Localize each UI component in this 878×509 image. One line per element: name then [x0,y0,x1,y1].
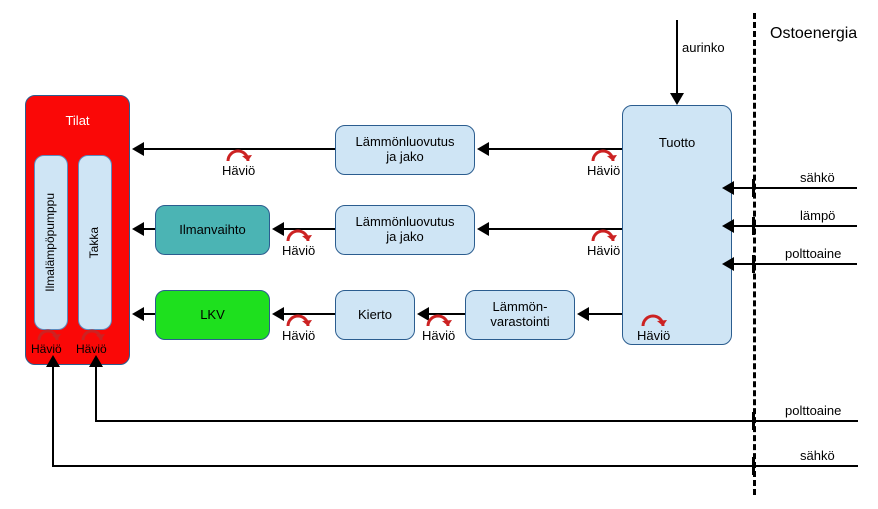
arrow-aurinko [676,20,678,95]
havio-6: Häviö [422,328,455,343]
arrow-lampo [732,225,857,227]
havio-4: Häviö [587,243,620,258]
arrow-sahko2-v [52,365,54,467]
arr-lkv-tilat-h [132,307,144,321]
loss-icon-6 [425,312,455,329]
loss-icon-ilp [36,327,64,343]
arrow-aurinko-head [670,93,684,105]
arr-t-r1-h [477,142,489,156]
sahko1-label: sähkö [800,170,835,185]
varastointi-label: Lämmön- varastointi [490,300,549,330]
havio-takka: Häviö [76,342,107,356]
tick-sahko1 [752,179,755,197]
lampo-label: lämpö [800,208,835,223]
tick-poltto1 [752,255,755,273]
aurinko-label: aurinko [682,40,725,55]
tick-sahko2 [752,457,755,475]
loss-icon-2 [590,147,620,164]
arr-r2-iv-h [272,222,284,236]
loss-icon-7 [640,312,670,329]
ilmanvaihto-label: Ilmanvaihto [179,223,245,238]
sahko2-label: sähkö [800,448,835,463]
kierto-box: Kierto [335,290,415,340]
kierto-label: Kierto [358,308,392,323]
ilmalampopumppu-box: Ilmalämpöpumppu [34,155,68,330]
tuotto-box: Tuotto [622,105,732,345]
arr-iv-tilat-h [132,222,144,236]
tick-poltto2 [752,412,755,430]
havio-3: Häviö [282,243,315,258]
arrow-poltto2-v [95,365,97,422]
tuotto-label: Tuotto [659,136,695,151]
arrow-sahko2-head [46,355,60,367]
havio-2: Häviö [587,163,620,178]
ilmalampopumppu-label: Ilmalämpöpumppu [44,193,58,292]
arrow-sahko1-head [722,181,734,195]
ostoenergia-label: Ostoenergia [770,25,857,43]
arrow-poltto2-head [89,355,103,367]
arrow-poltto1-head [722,257,734,271]
varastointi-box: Lämmön- varastointi [465,290,575,340]
arr-k-lkv-h [272,307,284,321]
arrow-sahko2-h [52,465,858,467]
havio-7: Häviö [637,328,670,343]
tilat-label: Tilat [65,114,89,129]
loss-icon-1 [225,147,255,164]
arr-t-var-h [577,307,589,321]
havio-5: Häviö [282,328,315,343]
havio-ilp: Häviö [31,342,62,356]
poltto2-label: polttoaine [785,403,841,418]
takka-label: Takka [88,227,102,258]
loss-icon-5 [285,312,315,329]
row2-label: Lämmönluovutus ja jako [356,215,455,245]
loss-icon-4 [590,227,620,244]
row2-box: Lämmönluovutus ja jako [335,205,475,255]
arrow-poltto1 [732,263,857,265]
row1-label: Lämmönluovutus ja jako [356,135,455,165]
row1-box: Lämmönluovutus ja jako [335,125,475,175]
arr-r1-tilat-h [132,142,144,156]
havio-1: Häviö [222,163,255,178]
lkv-box: LKV [155,290,270,340]
arr-t-var [587,313,622,315]
tick-lampo [752,217,755,235]
lkv-label: LKV [200,308,225,323]
takka-box: Takka [78,155,112,330]
loss-icon-3 [285,227,315,244]
arr-t-r2-h [477,222,489,236]
loss-icon-takka [80,327,108,343]
arrow-sahko1 [732,187,857,189]
ilmanvaihto-box: Ilmanvaihto [155,205,270,255]
poltto1-label: polttoaine [785,246,841,261]
arrow-poltto2-h [95,420,858,422]
arrow-lampo-head [722,219,734,233]
